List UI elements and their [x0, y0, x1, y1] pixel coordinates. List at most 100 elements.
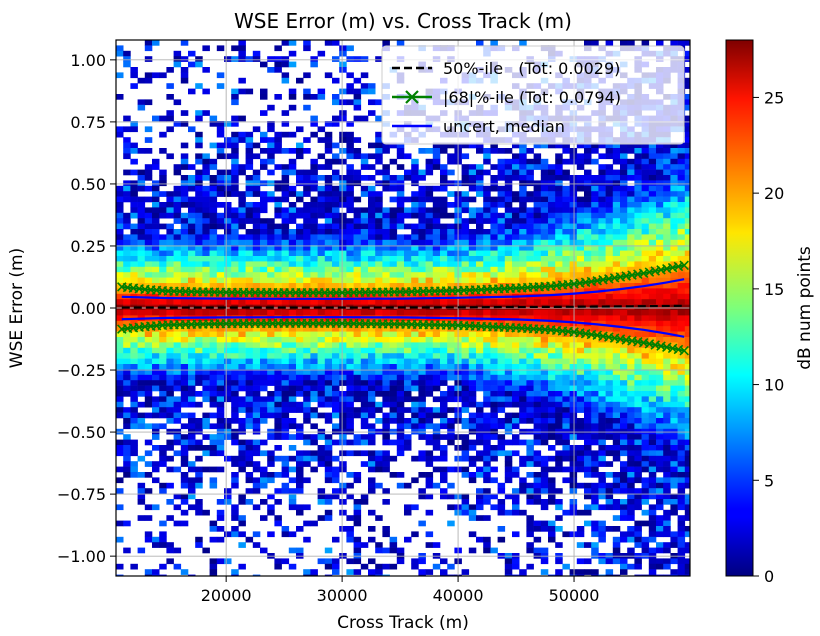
heatmap-cell — [540, 185, 549, 192]
heatmap-cell — [468, 261, 477, 268]
heatmap-cell — [533, 185, 542, 192]
heatmap-cell — [612, 326, 621, 332]
heatmap-cell — [166, 94, 174, 100]
heatmap-cell — [324, 277, 333, 284]
heatmap-cell — [526, 412, 534, 419]
heatmap-cell — [123, 196, 131, 203]
heatmap-cell — [224, 245, 232, 251]
heatmap-cell — [224, 391, 232, 397]
heatmap-cell — [490, 223, 498, 230]
heatmap-cell — [389, 212, 398, 219]
heatmap-cell — [238, 266, 246, 273]
heatmap-cell — [396, 185, 405, 192]
heatmap-cell — [440, 337, 448, 343]
heatmap-cell — [440, 164, 448, 170]
heatmap-cell — [202, 266, 210, 273]
heatmap-cell — [360, 191, 369, 197]
heatmap-cell — [576, 277, 585, 284]
heatmap-cell — [526, 310, 534, 316]
heatmap-cell — [432, 364, 441, 370]
heatmap-cell — [468, 245, 477, 251]
heatmap-cell — [188, 401, 196, 408]
heatmap-cell — [591, 245, 599, 251]
heatmap-cell — [288, 169, 297, 176]
heatmap-cell — [317, 331, 326, 338]
heatmap-cell — [425, 196, 434, 203]
heatmap-cell — [303, 358, 311, 365]
heatmap-cell — [296, 277, 304, 284]
heatmap-cell — [382, 272, 390, 278]
heatmap-cell — [274, 94, 282, 100]
heatmap-cell — [346, 218, 354, 224]
heatmap-cell — [231, 191, 239, 197]
heatmap-cell — [173, 504, 182, 511]
heatmap-cell — [468, 374, 477, 381]
heatmap-cell — [461, 369, 470, 376]
heatmap-cell — [569, 574, 578, 576]
heatmap-cell — [418, 369, 426, 376]
heatmap-cell — [274, 239, 282, 246]
heatmap-cell — [216, 342, 225, 349]
heatmap-cell — [260, 261, 268, 268]
heatmap-cell — [533, 472, 542, 478]
heatmap-cell — [303, 520, 311, 527]
heatmap-cell — [346, 207, 354, 214]
heatmap-cell — [548, 229, 556, 235]
heatmap-cell — [173, 364, 182, 370]
heatmap-cell — [267, 245, 275, 251]
heatmap-cell — [166, 191, 174, 197]
heatmap-cell — [569, 239, 578, 246]
heatmap-cell — [188, 326, 196, 332]
heatmap-cell — [641, 369, 650, 376]
heatmap-cell — [202, 277, 210, 284]
heatmap-cell — [303, 326, 311, 332]
heatmap-cell — [332, 277, 340, 284]
heatmap-cell — [274, 277, 282, 284]
heatmap-cell — [497, 374, 506, 381]
heatmap-cell — [317, 256, 326, 262]
heatmap-cell — [288, 229, 297, 235]
heatmap-cell — [288, 261, 297, 268]
heatmap-cell — [310, 277, 318, 284]
heatmap-cell — [634, 358, 642, 365]
heatmap-cell — [425, 412, 434, 419]
heatmap-cell — [353, 374, 362, 381]
heatmap-cell — [627, 450, 635, 457]
heatmap-cell — [641, 353, 650, 359]
heatmap-cell — [382, 423, 390, 430]
heatmap-cell — [245, 148, 254, 154]
heatmap-cell — [382, 412, 390, 419]
heatmap-cell — [267, 477, 275, 484]
heatmap-cell — [634, 196, 642, 203]
heatmap-cell — [353, 104, 362, 111]
heatmap-cell — [389, 342, 398, 349]
heatmap-cell — [504, 337, 513, 343]
heatmap-cell — [267, 191, 275, 197]
heatmap-cell — [562, 342, 570, 349]
heatmap-cell — [360, 293, 369, 300]
heatmap-cell — [396, 407, 405, 413]
heatmap-cell — [440, 142, 448, 149]
heatmap-cell — [612, 250, 621, 257]
heatmap-cell — [591, 407, 599, 413]
heatmap-cell — [504, 158, 513, 165]
heatmap-cell — [137, 256, 146, 262]
heatmap-cell — [346, 439, 354, 446]
heatmap-cell — [202, 283, 210, 289]
heatmap-cell — [627, 234, 635, 241]
heatmap-cell — [224, 326, 232, 332]
heatmap-cell — [360, 261, 369, 268]
heatmap-cell — [231, 364, 239, 370]
heatmap-cell — [346, 337, 354, 343]
heatmap-cell — [540, 569, 549, 575]
heatmap-cell — [116, 342, 124, 349]
heatmap-cell — [382, 434, 390, 440]
heatmap-cell — [512, 256, 520, 262]
heatmap-cell — [497, 331, 506, 338]
heatmap-cell — [569, 266, 578, 273]
heatmap-cell — [519, 391, 527, 397]
heatmap-cell — [296, 423, 304, 430]
heatmap-cell — [634, 266, 642, 273]
heatmap-cell — [303, 207, 311, 214]
heatmap-cell — [173, 293, 182, 300]
